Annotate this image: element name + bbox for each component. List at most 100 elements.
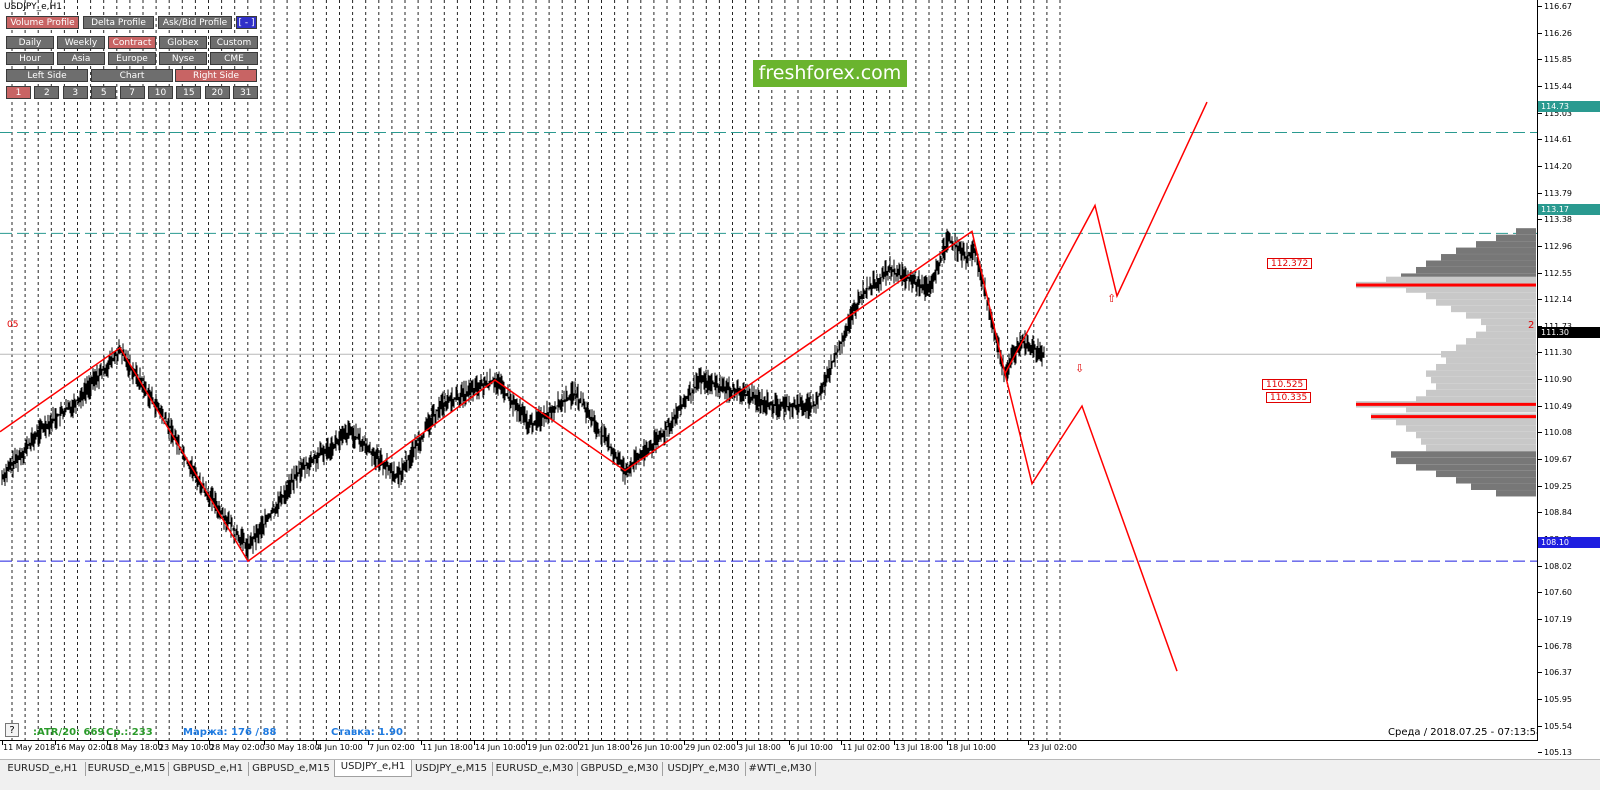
- time-tick-mark: [2, 741, 3, 745]
- chart-tab-eurusd-e-m30[interactable]: EURUSD_e,M30: [492, 762, 578, 776]
- volume-profile-bar: [1436, 470, 1536, 478]
- price-tick: 110.49: [1538, 401, 1600, 413]
- panel-button-custom[interactable]: Custom: [210, 36, 258, 49]
- price-tick: 110.90: [1538, 374, 1600, 386]
- panel-button-delta-profile[interactable]: Delta Profile: [83, 16, 154, 29]
- panel-button-europe[interactable]: Europe: [108, 52, 156, 65]
- panel-button-asia[interactable]: Asia: [57, 52, 105, 65]
- volume-profile-bar: [1481, 318, 1536, 326]
- panel-button-nyse[interactable]: Nyse: [159, 52, 207, 65]
- panel-button-10[interactable]: 10: [148, 86, 173, 99]
- panel-button-cme[interactable]: CME: [210, 52, 258, 65]
- server-datetime: Среда / 2018.07.25 - 07:13:58: [1388, 727, 1538, 738]
- tick-mark: [1538, 139, 1542, 141]
- price-tick: 116.67: [1538, 1, 1600, 13]
- panel-button-contract[interactable]: Contract: [108, 36, 156, 49]
- price-chart-canvas[interactable]: [0, 0, 1538, 741]
- tick-mark: [1538, 432, 1542, 434]
- tick-mark: [1538, 512, 1542, 514]
- panel-button-31[interactable]: 31: [233, 86, 259, 99]
- price-tick: 106.78: [1538, 641, 1600, 653]
- chart-tab-usdjpy-e-m30[interactable]: USDJPY_e,M30: [662, 762, 746, 776]
- price-tick: 109.67: [1538, 454, 1600, 466]
- panel-button-[interactable]: [ - ]: [236, 16, 257, 29]
- down-arrow-icon: ⇩: [1075, 362, 1085, 375]
- margin-stat: Маржа: 176 / 88: [183, 727, 277, 738]
- volume-profile-bar: [1456, 477, 1536, 484]
- time-tick-mark: [209, 741, 210, 745]
- volume-poc-bar: [1371, 415, 1536, 419]
- price-tick-label: 110.90: [1544, 375, 1572, 385]
- chart-area[interactable]: USDJPY_e,H1 Volume Profile Delta Profile A…: [0, 0, 1538, 741]
- panel-button-5[interactable]: 5: [91, 86, 117, 99]
- price-tick-label: 112.55: [1544, 268, 1572, 278]
- time-tick-mark: [1028, 741, 1029, 745]
- price-label-current: 111.30: [1538, 327, 1600, 338]
- panel-button-left-side[interactable]: Left Side: [6, 69, 88, 82]
- price-tick: 114.61: [1538, 134, 1600, 146]
- panel-button-daily[interactable]: Daily: [6, 36, 54, 49]
- chart-tab-eurusd-e-h1[interactable]: EURUSD_e,H1: [0, 762, 86, 776]
- tick-mark: [1538, 219, 1542, 221]
- volume-profile-bar: [1456, 247, 1536, 254]
- volume-profile-bar: [1391, 451, 1536, 458]
- tick-mark: [1538, 192, 1542, 194]
- volume-profile-bar: [1426, 260, 1536, 267]
- panel-button-2[interactable]: 2: [34, 86, 60, 99]
- volume-profile-bar: [1451, 305, 1536, 313]
- volume-profile-bar: [1426, 292, 1536, 300]
- tick-mark: [1538, 485, 1542, 487]
- volume-profile-bar: [1426, 389, 1536, 397]
- panel-button-hour[interactable]: Hour: [6, 52, 54, 65]
- panel-button-1[interactable]: 1: [6, 86, 31, 99]
- tick-mark: [1538, 32, 1542, 34]
- panel-button-7[interactable]: 7: [119, 86, 145, 99]
- price-tick-label: 112.96: [1544, 241, 1572, 251]
- tick-mark: [1538, 112, 1542, 114]
- price-tick: 105.13: [1538, 747, 1600, 759]
- price-tick-label: 110.49: [1544, 401, 1572, 411]
- up-arrow-icon: ⇧: [1107, 292, 1117, 305]
- panel-button-20[interactable]: 20: [204, 86, 230, 99]
- chart-tab-gbpusd-e-m15[interactable]: GBPUSD_e,M15: [248, 762, 335, 776]
- price-axis: 116.67 116.26 115.85 115.44 115.03 114.61 114.…: [1538, 0, 1600, 757]
- volume-profile-bar: [1476, 331, 1536, 339]
- time-tick-mark: [526, 741, 527, 745]
- panel-button-right-side[interactable]: Right Side: [175, 69, 257, 82]
- panel-button-15[interactable]: 15: [176, 86, 202, 99]
- price-tick: 112.55: [1538, 268, 1600, 280]
- time-tick-label: 11 Jun 18:00: [422, 743, 473, 752]
- chart-tab-gbpusd-e-h1[interactable]: GBPUSD_e,H1: [168, 762, 249, 776]
- volume-profile-bar: [1406, 425, 1536, 432]
- chart-tab-gbpusd-e-m30[interactable]: GBPUSD_e,M30: [577, 762, 663, 776]
- volume-profile-bar: [1471, 483, 1536, 490]
- time-tick-label: 13 Jul 18:00: [895, 743, 943, 752]
- tick-mark: [1538, 352, 1542, 354]
- time-tick-label: 18 Jul 10:00: [948, 743, 996, 752]
- chart-tab-usdjpy-e-h1[interactable]: USDJPY_e,H1: [334, 760, 412, 777]
- panel-button-weekly[interactable]: Weekly: [57, 36, 105, 49]
- time-tick-label: 16 May 02:00: [56, 743, 111, 752]
- panel-button-volume-profile[interactable]: Volume Profile: [6, 16, 79, 29]
- volume-profile-bar: [1396, 457, 1536, 465]
- price-tick: 111.30: [1538, 347, 1600, 359]
- panel-button-ask-bid-profile[interactable]: Ask/Bid Profile: [158, 16, 232, 29]
- time-tick-label: 30 May 18:00: [265, 743, 320, 752]
- time-tick-label: 21 Jun 18:00: [579, 743, 630, 752]
- volume-profile-bar: [1431, 376, 1536, 384]
- panel-button-3[interactable]: 3: [62, 86, 88, 99]
- volume-profile-bar: [1496, 234, 1536, 242]
- price-tick-label: 106.78: [1544, 641, 1572, 651]
- price-series: [1, 228, 1045, 561]
- time-tick-mark: [368, 741, 369, 745]
- panel-button-chart[interactable]: Chart: [91, 69, 173, 82]
- volume-profile-bar: [1406, 405, 1536, 413]
- chart-tab-eurusd-e-m15[interactable]: EURUSD_e,M15: [85, 762, 169, 776]
- price-tick-label: 105.13: [1544, 748, 1572, 758]
- price-tick-label: 114.20: [1544, 161, 1572, 171]
- panel-button-globex[interactable]: Globex: [159, 36, 207, 49]
- chart-tab-wti-e-m30[interactable]: #WTI_e,M30: [745, 762, 816, 776]
- help-button[interactable]: ?: [5, 723, 19, 737]
- chart-tab-usdjpy-e-m15[interactable]: USDJPY_e,M15: [410, 762, 493, 776]
- volume-profile-bar: [1416, 431, 1536, 439]
